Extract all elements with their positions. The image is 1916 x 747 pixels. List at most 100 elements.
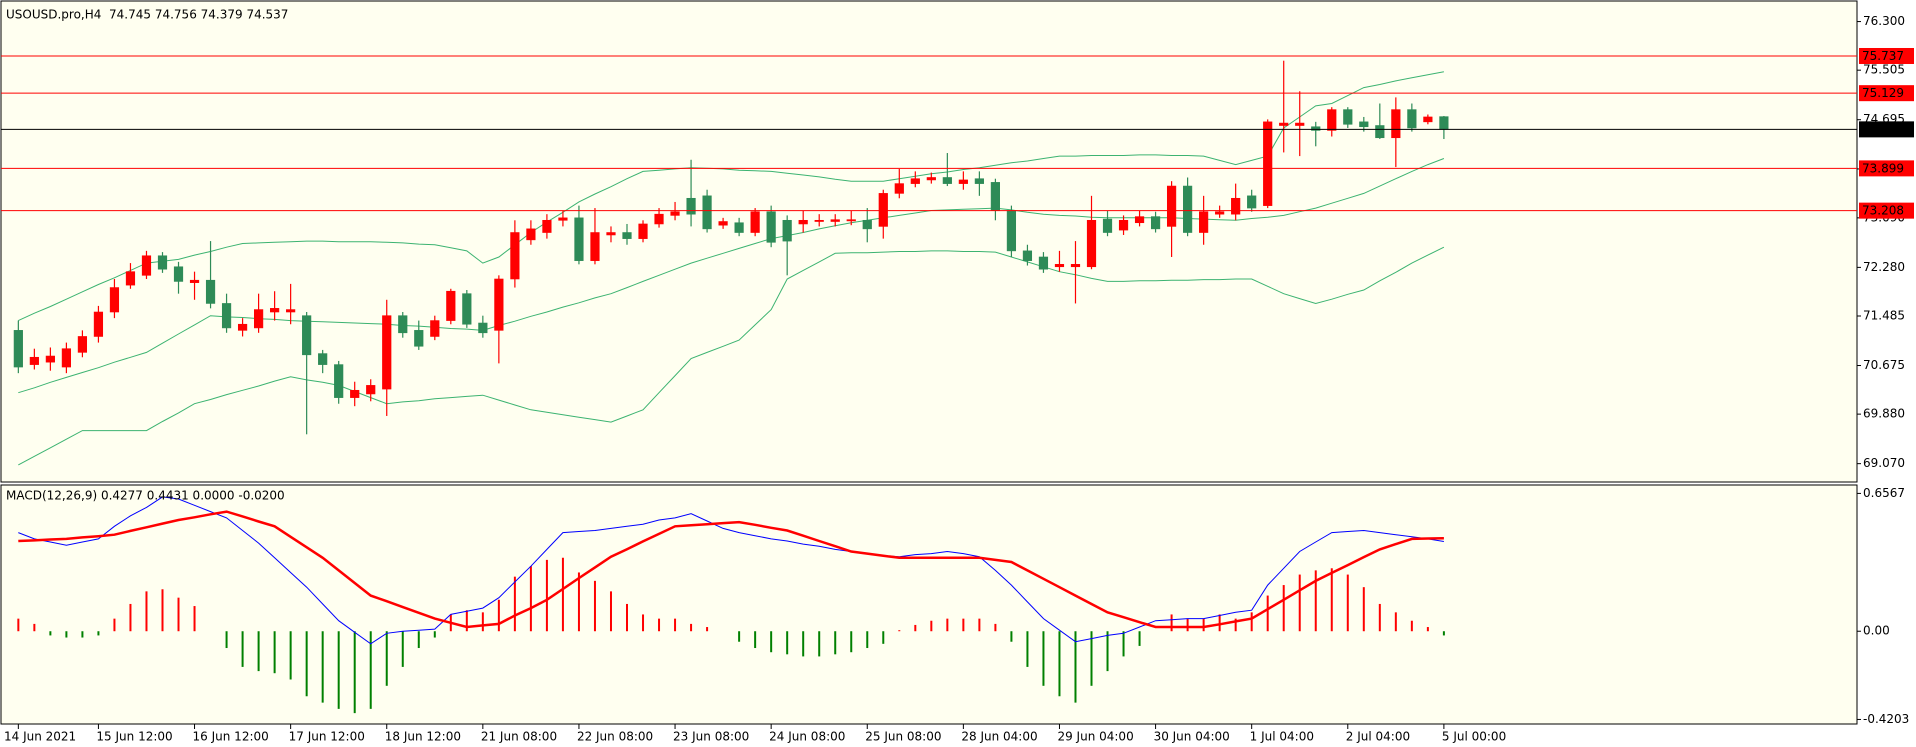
candle-body xyxy=(125,271,136,286)
candle-body xyxy=(974,178,984,184)
candle-body xyxy=(254,309,264,329)
candle-body xyxy=(93,311,104,337)
candle-body xyxy=(750,211,760,233)
candle-body xyxy=(1022,250,1033,261)
band-line xyxy=(18,71,1444,322)
level-label: 75.129 xyxy=(1862,86,1904,100)
y-tick-label: 71.485 xyxy=(1863,308,1905,322)
candle-body xyxy=(1231,197,1241,215)
candle-body xyxy=(590,232,600,261)
candle-body xyxy=(1359,121,1369,128)
macd-pane xyxy=(0,484,1858,725)
candle-body xyxy=(1327,109,1337,131)
chart-title: USOUSD.pro,H4 74.745 74.756 74.379 74.53… xyxy=(6,8,288,22)
y-tick-label: 72.280 xyxy=(1863,260,1905,274)
candle-body xyxy=(270,308,280,313)
x-tick-label: 14 Jun 2021 xyxy=(4,730,76,744)
candle-body xyxy=(574,217,584,261)
candle-body xyxy=(173,266,184,282)
x-tick-label: 18 Jun 12:00 xyxy=(385,730,461,744)
candle-body xyxy=(990,182,1001,211)
plot-layer: 76.30075.50574.69573.89073.09072.28071.4… xyxy=(1,14,1914,744)
candle-body xyxy=(1439,116,1449,130)
candle-body xyxy=(286,309,296,313)
x-tick-label: 29 Jun 04:00 xyxy=(1057,730,1133,744)
candle-body xyxy=(1279,122,1289,126)
x-tick-label: 23 Jun 08:00 xyxy=(673,730,749,744)
candle-body xyxy=(366,385,376,395)
candle-body xyxy=(798,219,808,225)
candle-body xyxy=(1263,121,1273,206)
price-label-box xyxy=(1859,121,1914,138)
candle-body xyxy=(334,364,344,398)
candle-body xyxy=(1407,109,1417,129)
candle-body xyxy=(702,195,712,230)
y-tick-label: 76.300 xyxy=(1863,14,1905,28)
candle-body xyxy=(878,193,888,227)
candle-body xyxy=(77,336,88,353)
candle-body xyxy=(350,389,360,398)
candle-body xyxy=(61,348,71,368)
candle-body xyxy=(734,222,744,233)
x-tick-label: 1 Jul 04:00 xyxy=(1250,730,1314,744)
y-tick-label: 69.880 xyxy=(1863,407,1905,421)
level-label-box xyxy=(1859,160,1914,177)
candle-body xyxy=(1150,216,1161,230)
y-tick-label: 70.675 xyxy=(1863,358,1905,372)
candle-body xyxy=(1199,211,1209,233)
candle-body xyxy=(958,179,968,184)
candle-body xyxy=(109,287,120,313)
price-pane xyxy=(0,0,1858,483)
candle-body xyxy=(526,228,536,241)
candle-body xyxy=(1375,125,1385,139)
candle-body xyxy=(1247,195,1257,209)
candle-body xyxy=(926,177,936,181)
candle-body xyxy=(382,315,392,390)
candle-body xyxy=(1343,109,1353,125)
candle-body xyxy=(221,303,232,329)
candle-body xyxy=(494,278,504,331)
candle-body xyxy=(13,330,23,368)
level-label: 75.737 xyxy=(1862,49,1904,63)
candle-body xyxy=(558,217,568,221)
x-tick-label: 25 Jun 08:00 xyxy=(865,730,941,744)
candle-body xyxy=(1038,256,1049,270)
x-tick-label: 28 Jun 04:00 xyxy=(961,730,1037,744)
candle-body xyxy=(910,178,920,184)
candle-body xyxy=(1086,219,1097,268)
candle-body xyxy=(157,255,168,270)
signal-line xyxy=(18,510,1444,629)
candle-body xyxy=(622,232,632,239)
candle-body xyxy=(1215,211,1225,215)
candle-body xyxy=(654,213,664,225)
candle-body xyxy=(1295,122,1305,126)
level-label-box xyxy=(1859,85,1914,102)
band-line xyxy=(18,246,1445,466)
candle-body xyxy=(718,221,728,226)
candle-body xyxy=(686,197,696,215)
candle-body xyxy=(237,323,248,331)
y-tick-label: 0.6567 xyxy=(1863,486,1905,500)
candle-body xyxy=(542,219,552,233)
x-tick-label: 2 Jul 04:00 xyxy=(1346,730,1410,744)
candle-body xyxy=(45,355,55,363)
level-label: 73.899 xyxy=(1862,161,1904,175)
candle-body xyxy=(670,211,680,216)
candle-body xyxy=(1311,126,1321,131)
macd-line xyxy=(18,496,1444,645)
candle-body xyxy=(830,219,840,222)
candle-body xyxy=(318,353,328,365)
y-tick-label: 69.070 xyxy=(1863,456,1905,470)
y-tick-label: 75.505 xyxy=(1863,63,1905,77)
candle-body xyxy=(1134,216,1145,224)
candle-body xyxy=(606,232,616,236)
x-tick-label: 22 Jun 08:00 xyxy=(577,730,653,744)
candle-body xyxy=(414,330,424,347)
candle-body xyxy=(862,219,872,230)
candle-body xyxy=(1054,264,1065,268)
candle-body xyxy=(205,279,216,304)
candle-body xyxy=(189,279,200,283)
x-tick-label: 21 Jun 08:00 xyxy=(481,730,557,744)
candle-body xyxy=(1102,218,1113,233)
